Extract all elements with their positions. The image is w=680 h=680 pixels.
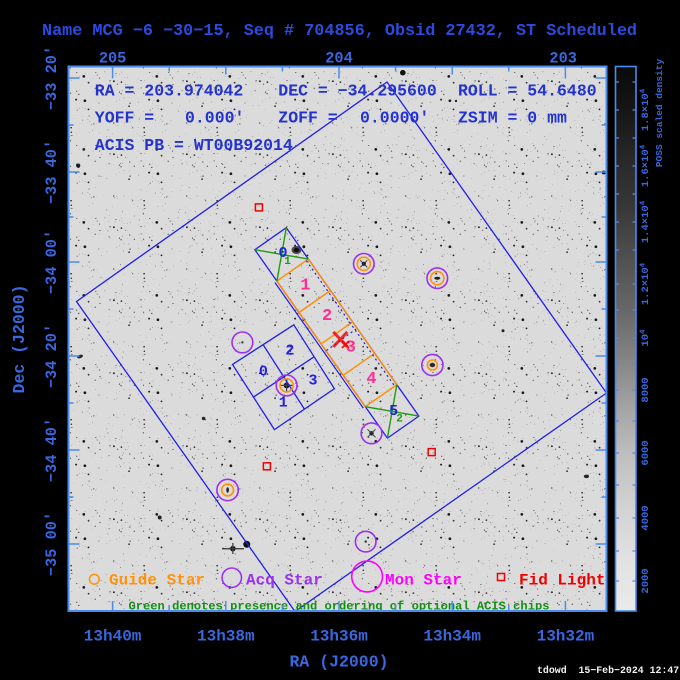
svg-text:Guide Star: Guide Star	[109, 572, 205, 590]
svg-text:205: 205	[99, 50, 127, 68]
svg-text:ZSIM = 0 mm: ZSIM = 0 mm	[458, 109, 567, 128]
svg-text:−34 40': −34 40'	[43, 418, 61, 482]
svg-text:−33 40': −33 40'	[43, 140, 61, 204]
svg-text:1: 1	[279, 394, 288, 411]
svg-text:RA = 203.974042: RA = 203.974042	[95, 82, 244, 101]
svg-text:−35 00': −35 00'	[43, 512, 61, 576]
svg-text:ACIS PB = WT00B92014: ACIS PB = WT00B92014	[95, 136, 293, 155]
svg-text:13h40m: 13h40m	[84, 628, 142, 646]
svg-text:Fid Light: Fid Light	[519, 572, 605, 590]
svg-text:5: 5	[389, 403, 398, 420]
svg-text:4: 4	[366, 370, 376, 389]
svg-text:204: 204	[325, 50, 353, 68]
svg-text:ROLL = 54.6480: ROLL = 54.6480	[458, 82, 597, 101]
svg-text:1.6×104: 1.6×104	[640, 144, 653, 187]
svg-text:RA (J2000): RA (J2000)	[289, 653, 388, 672]
svg-text:4000: 4000	[640, 505, 652, 530]
svg-text:Dec (J2000): Dec (J2000)	[10, 285, 29, 394]
svg-text:2000: 2000	[640, 568, 652, 593]
svg-text:1.2×104: 1.2×104	[640, 262, 653, 305]
svg-text:POSS scaled density: POSS scaled density	[654, 59, 665, 168]
svg-text:1: 1	[300, 277, 310, 296]
svg-text:6000: 6000	[640, 440, 652, 465]
svg-text:13h34m: 13h34m	[423, 628, 481, 646]
svg-text:tdowd 15−Feb−2024 12:47: tdowd 15−Feb−2024 12:47	[537, 665, 679, 676]
svg-text:Acq Star: Acq Star	[246, 572, 323, 590]
svg-text:3: 3	[308, 372, 317, 389]
svg-text:8000: 8000	[640, 377, 652, 402]
svg-text:Name MCG −6 −30−15, Seq # 7048: Name MCG −6 −30−15, Seq # 704856, Obsid …	[42, 22, 637, 41]
svg-text:−33 20': −33 20'	[43, 46, 61, 110]
svg-text:13h38m: 13h38m	[197, 628, 255, 646]
svg-text:DEC = −34.295600: DEC = −34.295600	[278, 82, 436, 101]
svg-text:2: 2	[396, 414, 403, 426]
svg-text:3: 3	[346, 339, 356, 358]
svg-text:YOFF =: YOFF =	[95, 109, 155, 128]
svg-text:0: 0	[278, 245, 287, 262]
svg-text:−34 00': −34 00'	[43, 230, 61, 294]
svg-text:Mon Star: Mon Star	[385, 572, 462, 590]
svg-text:ZOFF =: ZOFF =	[278, 109, 338, 128]
svg-text:13h32m: 13h32m	[537, 628, 595, 646]
svg-text:13h36m: 13h36m	[310, 628, 368, 646]
svg-text:0: 0	[259, 364, 268, 381]
svg-text:1.4×104: 1.4×104	[640, 200, 653, 243]
svg-text:−34 20': −34 20'	[43, 324, 61, 388]
svg-text:0.0000': 0.0000'	[360, 109, 429, 128]
svg-text:1: 1	[284, 256, 291, 268]
svg-text:2: 2	[322, 307, 332, 326]
svg-text:2: 2	[285, 343, 294, 360]
svg-text:0.000': 0.000'	[185, 109, 244, 128]
svg-text:1.8×104: 1.8×104	[640, 88, 653, 131]
svg-text:203: 203	[549, 50, 577, 68]
